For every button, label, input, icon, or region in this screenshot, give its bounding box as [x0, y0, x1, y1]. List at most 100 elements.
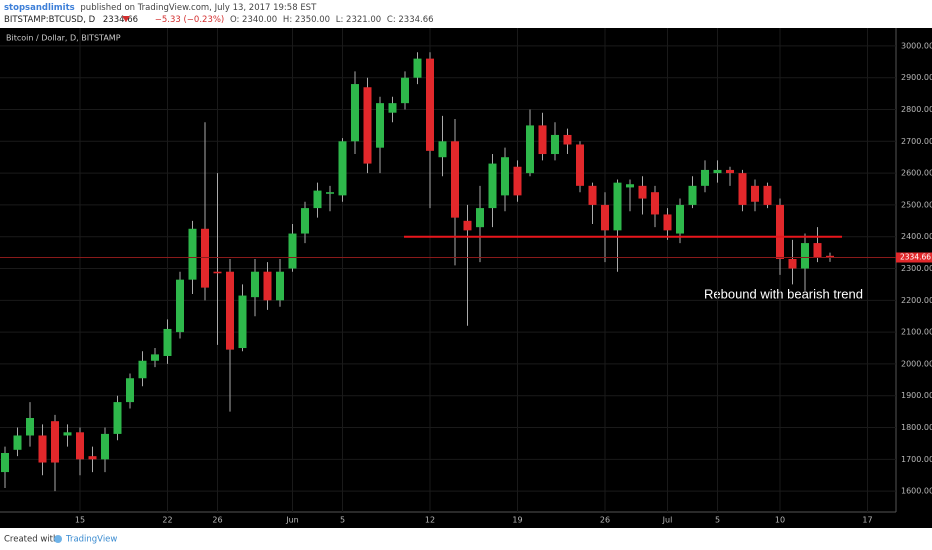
- candle-body: [738, 173, 747, 205]
- last: 2334.66: [103, 15, 138, 25]
- y-tick-label: 2200.00: [901, 296, 932, 305]
- candle-body: [413, 58, 422, 78]
- last-price-tag: [896, 252, 932, 263]
- candle-body: [313, 190, 322, 209]
- y-tick-label: 2100.00: [901, 328, 932, 337]
- close: C: 2334.66: [387, 15, 434, 25]
- candle-body: [463, 220, 472, 231]
- x-tick-label: Jul: [662, 516, 673, 525]
- author[interactable]: stopsandlimits: [4, 3, 75, 13]
- down-arrow: [122, 16, 130, 22]
- y-tick-label: 1700.00: [901, 455, 932, 464]
- candle-body: [551, 134, 559, 155]
- candle-body: [726, 169, 734, 174]
- candle-body: [788, 258, 797, 269]
- x-tick-label: Jun: [285, 516, 299, 525]
- candle-body: [701, 169, 709, 186]
- x-tick-label: 26: [212, 516, 222, 525]
- candle-body: [76, 432, 84, 460]
- footer-created: Created with: [4, 535, 58, 545]
- x-tick-label: 26: [600, 516, 610, 525]
- chart-title: Bitcoin / Dollar, D, BITSTAMP: [6, 34, 121, 43]
- x-tick-label: 5: [715, 516, 720, 525]
- published: published on TradingView.com, July 13, 2…: [80, 3, 317, 13]
- annotation: Rebound with bearish trend: [704, 286, 863, 301]
- x-tick-label: 10: [775, 516, 785, 525]
- candle-body: [776, 204, 784, 259]
- candle-body: [151, 354, 159, 361]
- low: L: 2321.00: [336, 15, 381, 25]
- candle-body: [163, 328, 172, 356]
- candle-body: [826, 255, 834, 258]
- candle-body: [401, 77, 409, 104]
- high: H: 2350.00: [283, 15, 330, 25]
- y-tick-label: 2900.00: [901, 73, 932, 82]
- candle-body: [713, 169, 722, 174]
- candle-body: [426, 58, 434, 151]
- candle-body: [201, 228, 209, 288]
- candle-body: [626, 184, 634, 188]
- candle-body: [138, 360, 147, 379]
- candle-body: [376, 103, 384, 148]
- footer-brand[interactable]: TradingView: [65, 535, 117, 545]
- candle-body: [563, 134, 572, 145]
- candle-body: [38, 435, 47, 463]
- open: O: 2340.00: [230, 15, 277, 25]
- candle-body: [438, 141, 447, 158]
- candle-body: [651, 192, 659, 215]
- candle-body: [476, 208, 484, 228]
- candle-body: [588, 185, 597, 205]
- x-tick-label: 22: [162, 516, 172, 525]
- candle-body: [51, 421, 59, 463]
- header-line-1: stopsandlimits published on TradingView.…: [4, 3, 317, 13]
- candle-body: [1, 452, 9, 473]
- candle-body: [538, 125, 547, 155]
- candle-body: [388, 103, 397, 113]
- y-tick-label: 1800.00: [901, 423, 932, 432]
- last-price-label: 2334.66: [900, 253, 931, 262]
- candle-body: [226, 271, 234, 350]
- x-tick-label: 15: [75, 516, 85, 525]
- x-tick-label: 19: [512, 516, 522, 525]
- candle-body: [188, 228, 197, 280]
- candle-body: [338, 141, 347, 196]
- candle-body: [251, 271, 259, 298]
- candle-body: [276, 271, 284, 301]
- header-line-2: BITSTAMP:BTCUSD, D 2334.66 −5.33 (−0.23%…: [4, 15, 434, 25]
- candle-body: [488, 163, 497, 209]
- candle-body: [813, 243, 822, 258]
- candle-body: [101, 433, 109, 460]
- candle-body: [13, 435, 22, 450]
- y-tick-label: 2800.00: [901, 105, 932, 114]
- candle-body: [176, 279, 184, 333]
- x-tick-label: 17: [862, 516, 872, 525]
- candle-body: [113, 402, 122, 434]
- candle-body: [751, 185, 759, 202]
- y-tick-label: 2700.00: [901, 137, 932, 146]
- candle-body: [301, 208, 309, 234]
- candle-body: [63, 432, 72, 436]
- candle-body: [638, 185, 647, 199]
- candle-body: [213, 271, 222, 274]
- candle-body: [451, 141, 459, 218]
- change: −5.33 (−0.23%): [155, 15, 225, 25]
- candle-body: [576, 144, 584, 186]
- candle-body: [688, 185, 697, 205]
- x-tick-label: 5: [340, 516, 345, 525]
- y-tick-label: 1900.00: [901, 391, 932, 400]
- candle-body: [288, 233, 297, 269]
- y-tick-label: 2300.00: [901, 264, 932, 273]
- y-tick-label: 1600.00: [901, 487, 932, 496]
- y-tick-label: 2000.00: [901, 359, 932, 368]
- y-tick-label: 3000.00: [901, 41, 932, 50]
- candle-body: [676, 204, 684, 234]
- candle-body: [801, 243, 809, 269]
- candle-body: [526, 125, 534, 174]
- candle-body: [363, 87, 372, 164]
- candle-body: [238, 295, 247, 349]
- candle-body: [263, 271, 272, 301]
- plot-bg: [0, 28, 932, 528]
- candle-body: [326, 192, 334, 194]
- candle-body: [88, 456, 97, 460]
